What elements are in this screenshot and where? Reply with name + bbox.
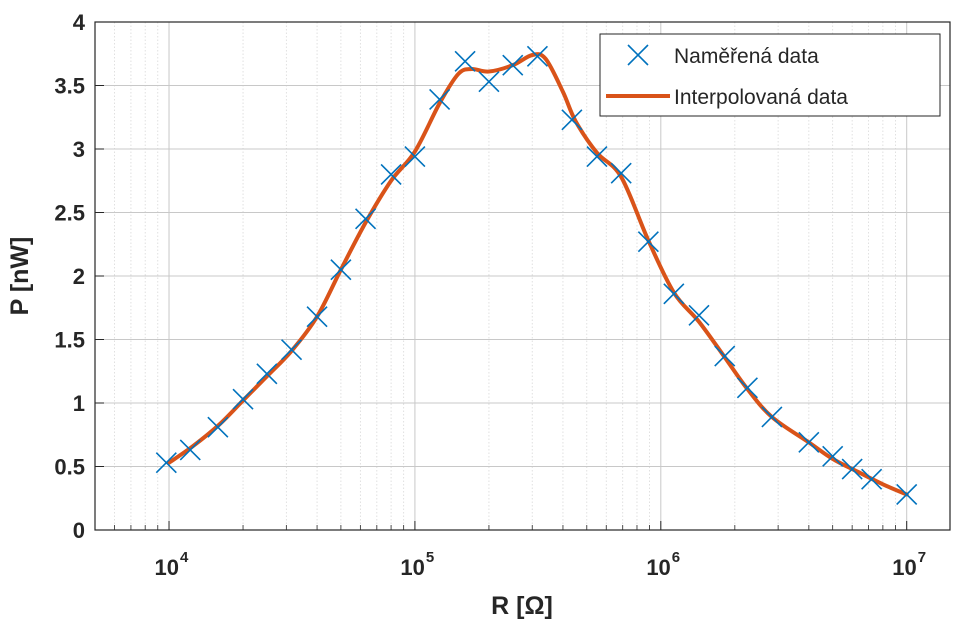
x-tick-label: 10 4 (155, 549, 189, 580)
marker-stroke (256, 363, 278, 385)
data-point-marker (841, 458, 863, 480)
y-tick-label: 2.5 (54, 201, 85, 226)
marker-stroke (429, 88, 451, 111)
data-point-marker (663, 283, 685, 305)
marker-stroke (155, 452, 177, 474)
x-tick-label-exponent: 6 (672, 549, 680, 566)
x-tick-label-base: 10 (646, 555, 670, 580)
x-tick-label-exponent: 5 (426, 549, 434, 566)
x-tick-label: 10 5 (400, 549, 434, 580)
marker-stroke (404, 146, 426, 168)
x-tick-label-base: 10 (155, 555, 179, 580)
data-point-marker (861, 468, 883, 490)
marker-stroke (841, 458, 863, 480)
y-tick-label: 2 (73, 264, 85, 289)
marker-stroke (610, 162, 632, 184)
marker-stroke (207, 416, 229, 438)
x-tick-label-base: 10 (892, 555, 916, 580)
marker-stroke (586, 146, 608, 168)
data-point-marker (822, 445, 844, 467)
data-point-marker (454, 50, 476, 72)
data-point-marker (355, 208, 377, 230)
marker-stroke (478, 71, 500, 93)
data-point-marker (896, 483, 918, 506)
marker-stroke (822, 445, 844, 467)
legend-label-measured: Naměřená data (674, 45, 819, 68)
marker-stroke (761, 406, 783, 428)
y-tick-label: 1 (73, 391, 85, 416)
data-point-marker (330, 259, 352, 281)
marker-stroke (688, 304, 710, 326)
data-point-marker (179, 439, 201, 461)
marker-stroke (561, 109, 583, 131)
y-tick-label: 1.5 (54, 328, 85, 353)
x-tick-label-exponent: 7 (918, 549, 926, 566)
marker-stroke (280, 339, 303, 361)
x-tick-label: 10 6 (646, 549, 680, 580)
legend-box (599, 33, 941, 117)
data-point-marker (736, 377, 758, 399)
data-point-marker (526, 45, 549, 67)
y-tick-label: 0 (73, 518, 85, 543)
marker-stroke (179, 439, 201, 461)
data-point-marker (610, 162, 632, 184)
data-point-marker (232, 388, 254, 410)
marker-stroke (714, 345, 736, 367)
y-axis-label: P [nW] (6, 237, 34, 316)
marker-stroke (736, 377, 758, 399)
data-point-marker (280, 339, 303, 361)
legend-label-interpolated: Interpolovaná data (674, 86, 848, 109)
marker-stroke (896, 483, 918, 506)
data-point-marker (478, 71, 500, 93)
x-tick-label-base: 10 (400, 555, 424, 580)
marker-stroke (861, 468, 883, 490)
y-tick-labels: 0 0.5 1 1.5 2 2.5 3 3.5 4 (54, 10, 85, 543)
marker-stroke (663, 283, 685, 305)
marker-stroke (798, 431, 820, 453)
x-axis-label: R [Ω] (491, 592, 553, 620)
data-point-marker (637, 231, 659, 253)
x-tick-label-exponent: 4 (180, 549, 189, 566)
legend-marker-measured (627, 44, 649, 66)
data-point-marker (155, 452, 177, 474)
data-point-marker (761, 406, 783, 428)
data-point-marker (380, 163, 402, 185)
marker-stroke (330, 259, 352, 281)
data-point-marker (561, 109, 583, 131)
data-point-marker (798, 431, 820, 453)
y-tick-label: 4 (73, 10, 86, 35)
axis-ticks (94, 21, 908, 531)
marker-stroke (526, 45, 549, 67)
data-point-marker (586, 146, 608, 168)
data-point-marker (306, 306, 328, 328)
marker-stroke (232, 388, 254, 410)
x-tick-labels: 10 4 10 5 10 6 10 7 (155, 549, 927, 580)
marker-stroke (380, 163, 402, 185)
data-point-marker (714, 345, 736, 367)
x-tick-label: 10 7 (892, 549, 926, 580)
marker-stroke (502, 54, 524, 76)
marker-stroke (454, 50, 476, 72)
y-tick-label: 0.5 (54, 455, 85, 480)
data-point-marker (207, 416, 229, 438)
data-point-marker (502, 54, 524, 76)
legend: Naměřená data Interpolovaná data (599, 33, 941, 117)
data-point-marker (688, 304, 710, 326)
marker-stroke (355, 208, 377, 230)
data-point-marker (429, 88, 451, 111)
y-tick-label: 3.5 (54, 74, 85, 99)
data-point-marker (256, 363, 278, 385)
data-point-marker (404, 146, 426, 168)
measured-series (155, 45, 918, 506)
marker-stroke (637, 231, 659, 253)
marker-stroke (306, 306, 328, 328)
y-tick-label: 3 (73, 137, 85, 162)
